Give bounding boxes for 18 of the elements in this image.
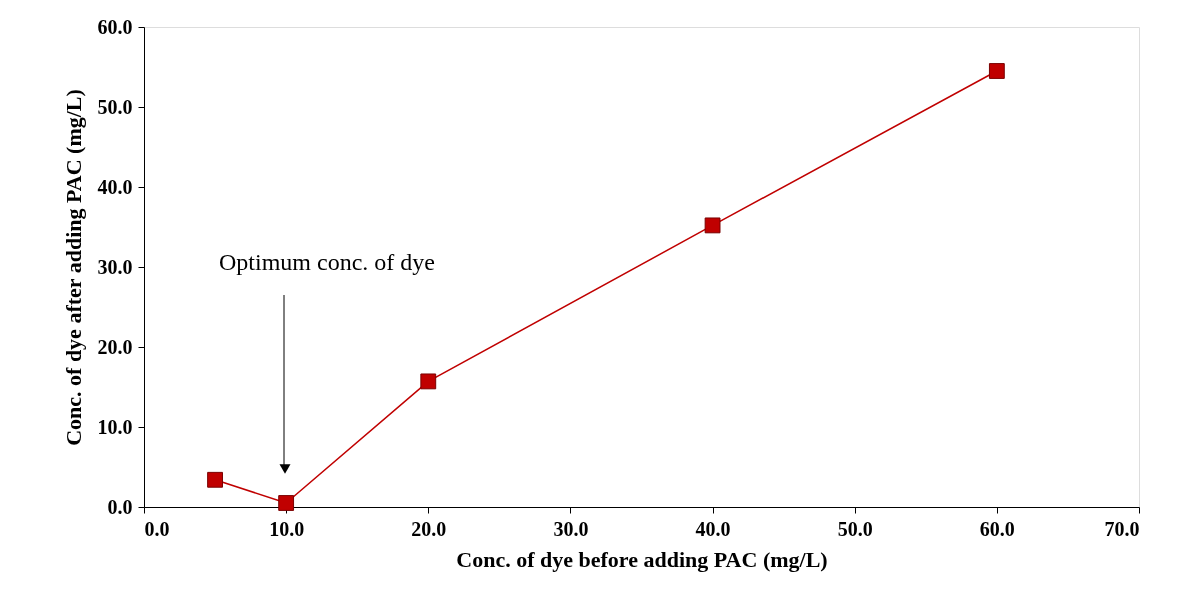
x-tick-label: 70.0: [1104, 517, 1140, 540]
y-tick-label: 60.0: [97, 15, 133, 38]
x-tick-label: 20.0: [411, 517, 447, 540]
y-tick-label: 20.0: [97, 335, 133, 358]
y-axis-title: Conc. of dye after adding PAC (mg/L): [60, 89, 86, 446]
x-tick-label: 60.0: [979, 517, 1015, 540]
y-tick-label: 30.0: [97, 255, 133, 278]
y-tick-label: 50.0: [97, 95, 133, 118]
annotation: Optimum conc. of dye: [219, 249, 435, 275]
x-axis-title: Conc. of dye before adding PAC (mg/L): [456, 546, 828, 572]
x-tick-label: 50.0: [837, 517, 873, 540]
x-tick-label: 10.0: [269, 517, 305, 540]
y-tick-label: 0.0: [107, 495, 133, 518]
y-tick-label: 10.0: [97, 415, 133, 438]
x-tick-label: 30.0: [553, 517, 589, 540]
x-tick-label: 40.0: [695, 517, 731, 540]
x-tick-label: 0.0: [144, 517, 170, 540]
y-tick-label: 40.0: [97, 175, 133, 198]
